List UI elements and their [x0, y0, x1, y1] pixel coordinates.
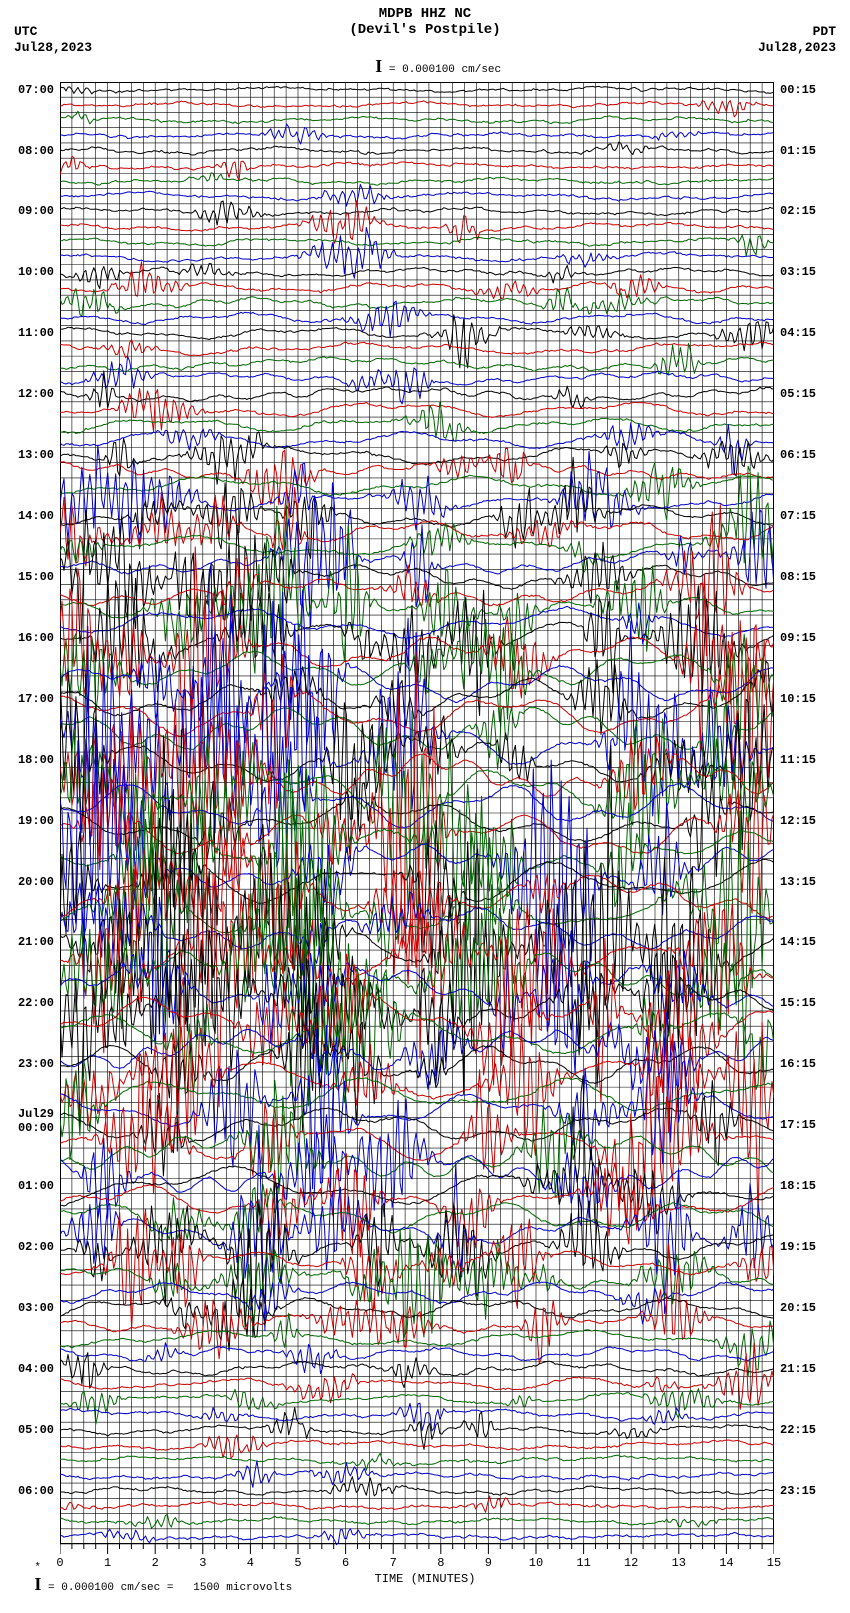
minute-tick-label: 13: [672, 1556, 686, 1570]
pdt-time-label: 05:15: [780, 387, 816, 401]
pdt-time-label: 14:15: [780, 935, 816, 949]
utc-time-label: Jul2900:00: [0, 1107, 54, 1135]
helicorder-plot: [60, 82, 774, 1564]
pdt-time-label: 01:15: [780, 144, 816, 158]
minute-tick-label: 8: [437, 1556, 444, 1570]
footer-asterisk: *: [34, 1562, 41, 1574]
pdt-time-label: 22:15: [780, 1423, 816, 1437]
utc-time-label: 17:00: [0, 692, 54, 706]
utc-time-label: 07:00: [0, 83, 54, 97]
minute-tick-label: 4: [247, 1556, 254, 1570]
pdt-time-label: 23:15: [780, 1484, 816, 1498]
tz-right: PDT: [813, 24, 836, 39]
pdt-time-label: 07:15: [780, 509, 816, 523]
utc-time-label: 19:00: [0, 814, 54, 828]
utc-time-label: 22:00: [0, 996, 54, 1010]
utc-time-label: 06:00: [0, 1484, 54, 1498]
utc-time-label: 09:00: [0, 204, 54, 218]
pdt-time-label: 21:15: [780, 1362, 816, 1376]
utc-time-label: 08:00: [0, 144, 54, 158]
utc-time-label: 21:00: [0, 935, 54, 949]
pdt-time-label: 15:15: [780, 996, 816, 1010]
utc-time-label: 05:00: [0, 1423, 54, 1437]
pdt-time-label: 17:15: [780, 1118, 816, 1132]
pdt-time-label: 20:15: [780, 1301, 816, 1315]
minute-tick-label: 15: [767, 1556, 781, 1570]
utc-time-label: 03:00: [0, 1301, 54, 1315]
station-title: MDPB HHZ NC: [0, 6, 850, 22]
helicorder-container: MDPB HHZ NC (Devil's Postpile) I = 0.000…: [0, 0, 850, 1613]
minute-tick-label: 6: [342, 1556, 349, 1570]
minute-tick-label: 14: [719, 1556, 733, 1570]
pdt-time-label: 18:15: [780, 1179, 816, 1193]
utc-time-label: 02:00: [0, 1240, 54, 1254]
utc-time-label: 14:00: [0, 509, 54, 523]
date-left: Jul28,2023: [14, 40, 92, 55]
pdt-time-label: 10:15: [780, 692, 816, 706]
pdt-time-label: 16:15: [780, 1057, 816, 1071]
utc-time-label: 13:00: [0, 448, 54, 462]
pdt-time-label: 12:15: [780, 814, 816, 828]
footer-text: = 0.000100 cm/sec = 1500 microvolts: [41, 1582, 292, 1594]
minute-tick-label: 3: [199, 1556, 206, 1570]
utc-time-label: 01:00: [0, 1179, 54, 1193]
minute-tick-label: 5: [294, 1556, 301, 1570]
utc-time-label: 23:00: [0, 1057, 54, 1071]
utc-time-label: 15:00: [0, 570, 54, 584]
minute-tick-label: 1: [104, 1556, 111, 1570]
minute-tick-label: 9: [485, 1556, 492, 1570]
date-right: Jul28,2023: [758, 40, 836, 55]
utc-time-label: 04:00: [0, 1362, 54, 1376]
pdt-time-label: 11:15: [780, 753, 816, 767]
pdt-time-label: 09:15: [780, 631, 816, 645]
tz-left: UTC: [14, 24, 37, 39]
utc-time-label: 12:00: [0, 387, 54, 401]
pdt-time-label: 13:15: [780, 875, 816, 889]
minute-tick-label: 10: [529, 1556, 543, 1570]
pdt-time-label: 00:15: [780, 83, 816, 97]
pdt-time-label: 06:15: [780, 448, 816, 462]
utc-time-label: 18:00: [0, 753, 54, 767]
minute-tick-label: 2: [152, 1556, 159, 1570]
pdt-time-label: 19:15: [780, 1240, 816, 1254]
minute-tick-label: 0: [56, 1556, 63, 1570]
pdt-time-label: 03:15: [780, 265, 816, 279]
location-title: (Devil's Postpile): [0, 22, 850, 38]
minute-tick-label: 7: [390, 1556, 397, 1570]
utc-time-label: 16:00: [0, 631, 54, 645]
utc-time-label: 20:00: [0, 875, 54, 889]
pdt-time-label: 08:15: [780, 570, 816, 584]
scale-text: = 0.000100 cm/sec: [382, 64, 501, 76]
minute-tick-label: 12: [624, 1556, 638, 1570]
utc-time-label: 10:00: [0, 265, 54, 279]
pdt-time-label: 02:15: [780, 204, 816, 218]
utc-time-label: 11:00: [0, 326, 54, 340]
pdt-time-label: 04:15: [780, 326, 816, 340]
minute-tick-label: 11: [576, 1556, 590, 1570]
